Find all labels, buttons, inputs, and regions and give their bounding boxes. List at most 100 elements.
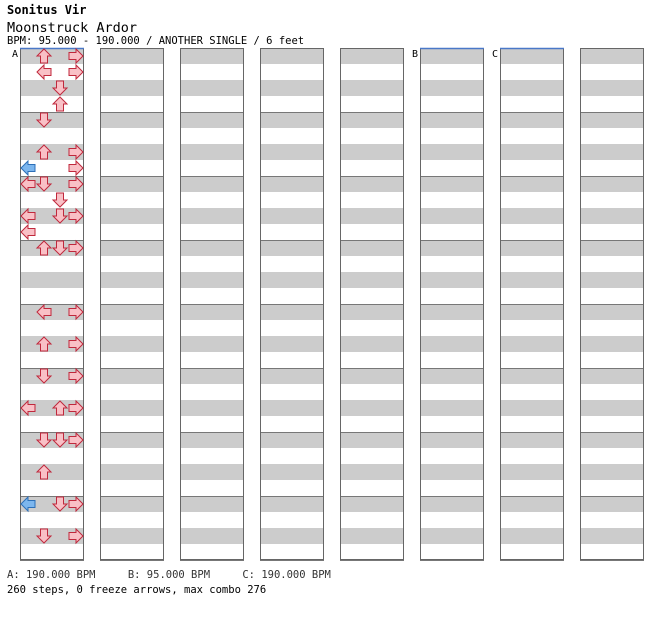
row-band: [420, 464, 484, 480]
row-band: [580, 144, 644, 160]
row-band: [180, 80, 244, 96]
arrow-note: [51, 96, 69, 112]
row-band: [100, 272, 164, 288]
row-band: [100, 208, 164, 224]
arrow-note: [51, 496, 69, 512]
row-band: [100, 368, 164, 384]
row-band: [100, 464, 164, 480]
row-band: [100, 112, 164, 128]
row-band: [260, 80, 324, 96]
arrow-note: [68, 335, 84, 353]
arrow-note: [68, 63, 84, 81]
row-band: [420, 432, 484, 448]
row-band: [580, 400, 644, 416]
row-band: [100, 144, 164, 160]
row-band: [500, 304, 564, 320]
arrow-note: [68, 367, 84, 385]
row-band: [100, 400, 164, 416]
row-band: [180, 464, 244, 480]
arrow-note: [51, 192, 69, 208]
row-band: [580, 336, 644, 352]
row-band: [260, 336, 324, 352]
row-band: [20, 144, 84, 160]
row-band: [580, 80, 644, 96]
row-band: [500, 112, 564, 128]
arrow-note: [35, 336, 53, 352]
arrow-note: [20, 207, 36, 225]
row-band: [180, 368, 244, 384]
row-band: [20, 368, 84, 384]
row-band: [500, 272, 564, 288]
bpm-marker-label: A: [12, 49, 18, 60]
row-band: [100, 528, 164, 544]
column-border: [260, 48, 324, 560]
arrow-note: [68, 239, 84, 257]
row-band: [500, 496, 564, 512]
row-band: [100, 240, 164, 256]
row-band: [580, 272, 644, 288]
bpm-marker-label: C: [492, 49, 498, 60]
row-band: [420, 176, 484, 192]
column-border: [180, 48, 244, 560]
row-band: [260, 144, 324, 160]
row-band: [180, 240, 244, 256]
row-band: [580, 528, 644, 544]
row-band: [420, 368, 484, 384]
arrow-note: [68, 495, 84, 513]
bpm-marker-label: B: [412, 49, 418, 60]
row-band: [340, 240, 404, 256]
column-border: [100, 48, 164, 560]
arrow-note: [20, 223, 36, 241]
row-band: [580, 176, 644, 192]
arrow-note: [68, 47, 84, 65]
row-band: [100, 336, 164, 352]
row-band: [340, 368, 404, 384]
arrow-note: [68, 303, 84, 321]
row-band: [580, 304, 644, 320]
row-band: [580, 208, 644, 224]
column-border: [580, 48, 644, 560]
row-band: [20, 240, 84, 256]
row-band: [20, 464, 84, 480]
row-band: [500, 208, 564, 224]
row-band: [340, 400, 404, 416]
row-band: [420, 240, 484, 256]
bpm-legend-a: A: 190.000 BPM: [7, 569, 96, 581]
row-band: [260, 432, 324, 448]
row-band: [420, 112, 484, 128]
row-band: [500, 464, 564, 480]
row-band: [20, 272, 84, 288]
arrow-note: [35, 240, 53, 256]
row-band: [260, 240, 324, 256]
row-band: [180, 304, 244, 320]
arrow-note: [35, 48, 53, 64]
row-band: [100, 432, 164, 448]
row-band: [260, 304, 324, 320]
row-band: [420, 144, 484, 160]
song-title: Moonstruck Ardor: [7, 20, 138, 36]
row-band: [20, 432, 84, 448]
row-band: [420, 528, 484, 544]
row-band: [500, 240, 564, 256]
arrow-note: [68, 207, 84, 225]
arrow-note: [68, 143, 84, 161]
row-band: [420, 336, 484, 352]
row-band: [20, 208, 84, 224]
row-band: [180, 272, 244, 288]
row-band: [260, 368, 324, 384]
row-band: [340, 304, 404, 320]
row-band: [420, 304, 484, 320]
row-band: [580, 240, 644, 256]
row-band: [500, 336, 564, 352]
row-band: [20, 336, 84, 352]
row-band: [340, 464, 404, 480]
arrow-note: [51, 400, 69, 416]
row-band: [180, 336, 244, 352]
row-band: [180, 496, 244, 512]
arrow-note: [68, 527, 84, 545]
row-band: [580, 368, 644, 384]
bpm-legend-b: B: 95.000 BPM: [127, 569, 211, 581]
row-band: [420, 496, 484, 512]
row-band: [580, 432, 644, 448]
row-band: [420, 272, 484, 288]
